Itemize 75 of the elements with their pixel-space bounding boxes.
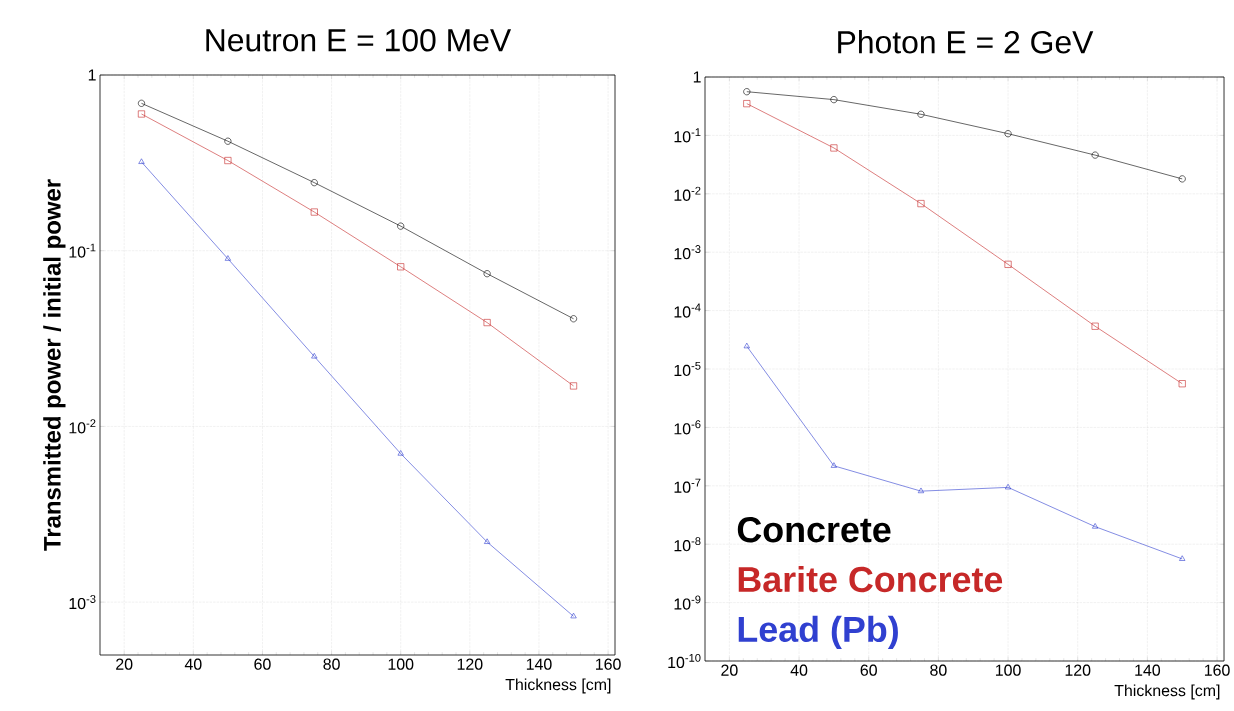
point: [1091, 322, 1099, 330]
x-axis-title: Thickness [cm]: [505, 678, 611, 694]
point: [1178, 175, 1186, 183]
point: [483, 319, 491, 327]
point: [830, 462, 837, 468]
point: [224, 137, 232, 145]
x-tick-label: 160: [1204, 664, 1230, 676]
point: [1004, 483, 1012, 490]
y-tick-label: 10$^{-10}$: [668, 653, 701, 669]
point: [484, 538, 491, 544]
y-tick-label: 1: [88, 69, 96, 81]
point: [1004, 260, 1012, 268]
point: [917, 110, 925, 118]
y-tick-label: 10$^{-6}$: [674, 420, 701, 435]
point: [397, 263, 405, 271]
x-tick-label: 40: [184, 658, 202, 670]
point: [1092, 523, 1099, 529]
x-tick-label: 20: [116, 658, 133, 670]
point: [917, 487, 925, 494]
y-axis-title: Transmitted power / initial power: [43, 179, 66, 551]
x-tick-label: 140: [1135, 664, 1161, 676]
x-tick-label: 120: [457, 658, 483, 670]
text: Barite Concrete: [738, 565, 1003, 593]
point: [397, 450, 404, 456]
point: [224, 157, 232, 165]
x-tick-label: 20: [721, 664, 738, 676]
point: [310, 208, 318, 216]
point: [137, 99, 145, 107]
y-tick-label: 10$^{-1}$: [674, 128, 701, 143]
point: [483, 270, 491, 278]
point: [743, 100, 751, 108]
x-tick-label: 100: [995, 664, 1021, 676]
point: [570, 612, 577, 619]
point: [830, 96, 838, 104]
y-tick-label: 10$^{-1}$: [69, 243, 96, 258]
point: [224, 255, 231, 261]
x-tick-label: 60: [860, 664, 877, 676]
point: [917, 200, 925, 208]
x-tick-label: 40: [790, 664, 808, 676]
point: [311, 352, 318, 359]
point: [1004, 130, 1012, 138]
text: Concrete: [737, 517, 891, 543]
x-tick-label: 80: [930, 664, 947, 676]
x-tick-label: 140: [526, 658, 552, 670]
y-tick-label: 1: [693, 71, 701, 83]
y-tick-label: 10$^{-5}$: [674, 361, 701, 377]
y-tick-label: 10$^{-7}$: [674, 478, 701, 493]
point: [743, 342, 750, 349]
y-tick-label: 10$^{-9}$: [674, 595, 701, 610]
text: Lead (Pb): [738, 615, 898, 650]
x-axis-title: Thickness [cm]: [1114, 684, 1220, 700]
x-tick-label: 120: [1065, 664, 1091, 676]
point: [1179, 555, 1186, 561]
point: [1091, 151, 1099, 159]
chart-title: Photon E = 2 GeV: [838, 30, 1094, 54]
x-tick-label: 60: [254, 658, 271, 670]
y-tick-label: 10$^{-2}$: [674, 186, 701, 201]
point: [570, 382, 578, 390]
x-tick-label: 80: [323, 658, 340, 670]
chart-title: Neutron E = 100 MeV: [206, 28, 512, 52]
y-tick-label: 10$^{-8}$: [674, 537, 701, 552]
y-tick-label: 10$^{-3}$: [69, 595, 96, 610]
point: [138, 158, 145, 164]
x-tick-label: 160: [596, 658, 621, 670]
point: [137, 110, 145, 118]
point: [397, 222, 405, 230]
x-tick-label: 100: [388, 658, 414, 670]
point: [570, 315, 578, 323]
point: [1178, 380, 1186, 388]
point: [743, 88, 751, 96]
y-tick-label: 10$^{-4}$: [674, 303, 701, 318]
point: [830, 144, 838, 152]
y-tick-label: 10$^{-3}$: [674, 245, 701, 260]
point: [310, 179, 318, 187]
y-tick-label: 10$^{-2}$: [69, 419, 96, 434]
